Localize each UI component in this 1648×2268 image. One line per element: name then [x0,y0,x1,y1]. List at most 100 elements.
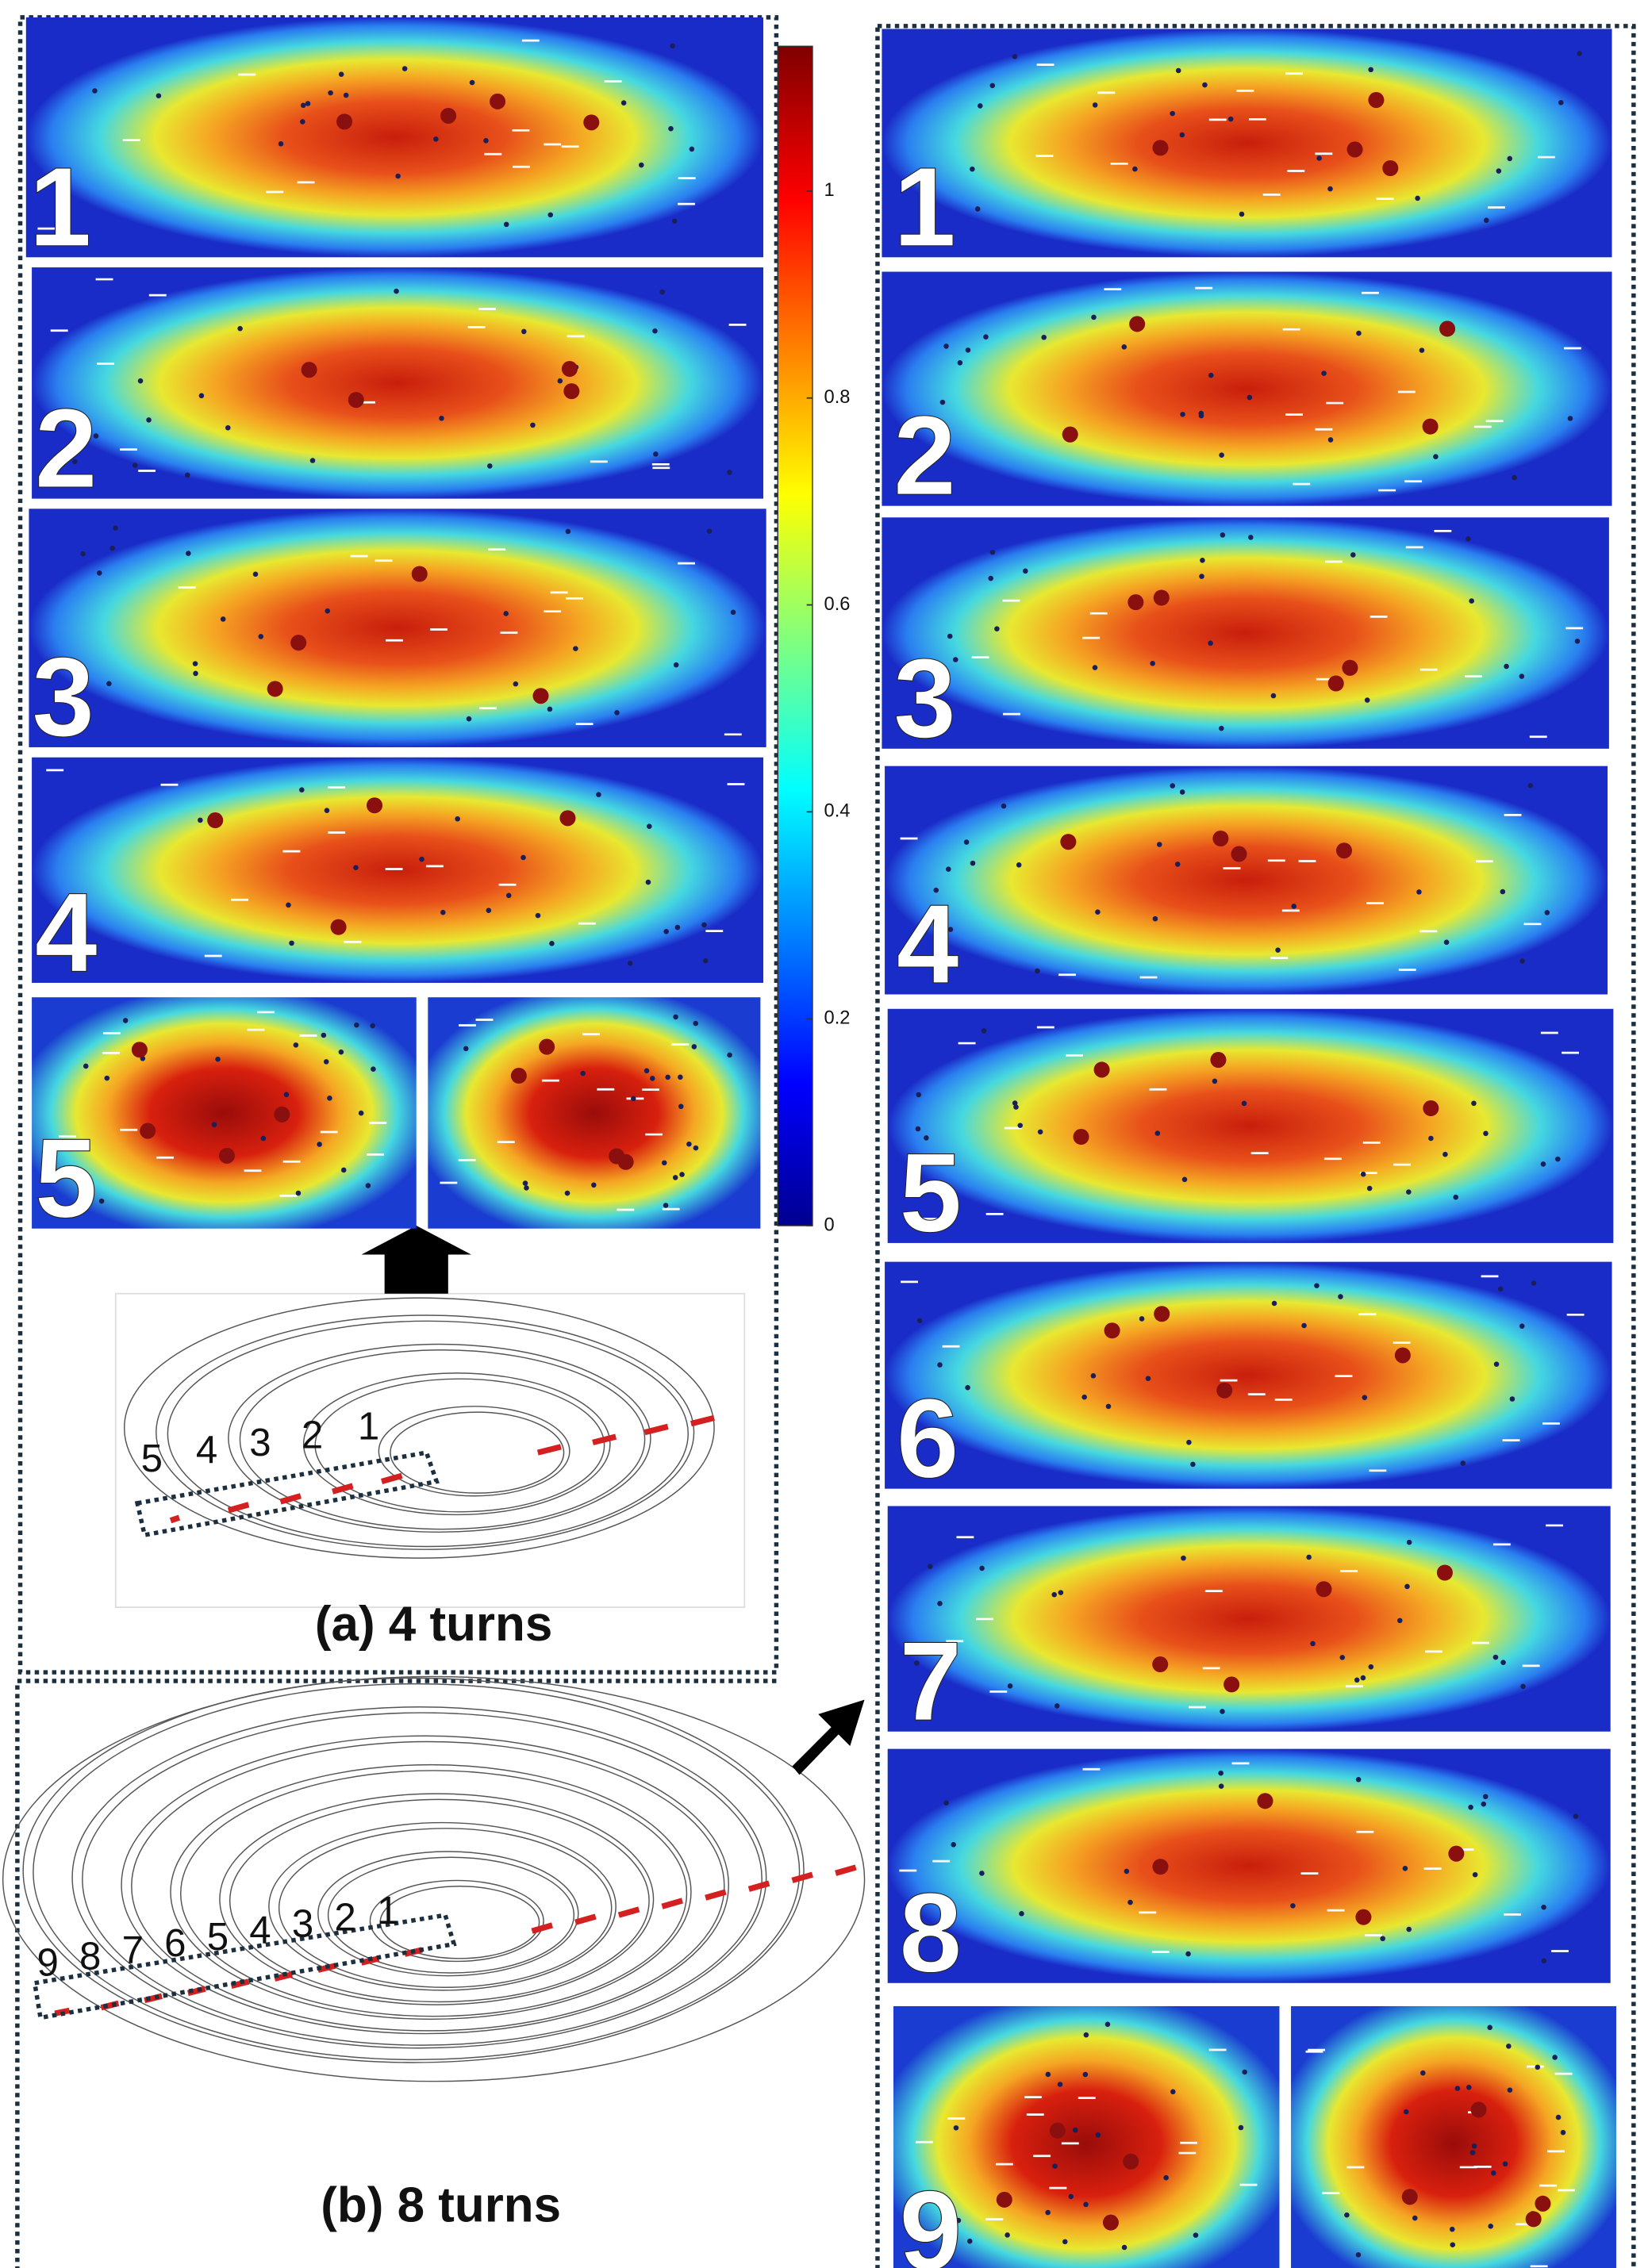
particle [1163,2174,1169,2181]
panel-label: 3 [893,635,956,762]
particle [1492,1654,1499,1660]
particle [433,136,439,142]
particle [401,66,408,71]
coil-label: 5 [141,1437,163,1480]
large-particle [290,635,307,651]
large-particle [1093,1061,1110,1078]
particle [1460,1460,1466,1466]
particle [1291,904,1297,909]
particle [1483,1130,1489,1137]
particle [1051,1591,1057,1598]
particle [1127,1899,1133,1905]
particle [978,103,983,109]
panel-label: 9 [899,2168,962,2268]
panel-label: 8 [899,1870,962,1996]
particle [1316,155,1322,161]
particle [237,325,243,332]
particle [122,1018,129,1023]
particle [979,1871,985,1876]
particle [1416,889,1422,895]
particle [614,710,620,716]
large-particle [1535,2195,1551,2212]
particle [370,1023,375,1029]
particle [1314,1283,1320,1289]
particle [1368,1664,1374,1670]
particle [1248,535,1254,540]
particle [1227,116,1234,122]
colorbar-tick-label: 1 [824,180,835,201]
particle [198,817,203,823]
large-particle [1423,1100,1439,1117]
particle [1487,2024,1492,2031]
particle [1541,1904,1546,1910]
particle [1560,2129,1566,2136]
particle [927,454,933,460]
particle [96,570,102,576]
large-particle [561,361,578,378]
particle [305,101,311,106]
particle [72,459,78,465]
particle [1091,314,1097,320]
particle [1082,2071,1089,2078]
large-particle [336,113,353,130]
particle [1058,1590,1064,1595]
particle [137,378,144,384]
large-particle [131,1042,148,1058]
particle [965,347,971,353]
particle [258,634,264,639]
large-particle [563,383,580,400]
particle [521,328,527,335]
particle [156,93,162,99]
particle [1339,1655,1346,1660]
particle [524,1185,529,1191]
large-particle [330,919,347,935]
coil-label: 4 [249,1909,271,1952]
heatmap [32,267,764,499]
heatmap [882,271,1612,506]
particle [1558,99,1564,106]
particle [947,633,953,639]
particle [1531,1280,1537,1286]
large-particle [532,688,549,704]
large-particle [274,1106,290,1122]
panel-label: 2 [35,386,98,512]
particle [1420,2070,1426,2076]
large-particle [1212,830,1229,847]
particle [974,206,981,212]
particle [1083,2201,1089,2208]
particle [1170,783,1176,789]
particle [1415,195,1420,201]
particle [963,839,970,845]
panel-label: 2 [893,393,956,519]
particle [1179,789,1185,795]
particle [1202,82,1208,88]
particle [1466,535,1471,542]
particle [989,83,996,89]
particle [951,1842,956,1848]
large-particle [1394,1347,1411,1364]
large-particle [1049,2122,1066,2139]
particle [1271,1300,1277,1307]
particle [1403,2109,1409,2115]
particle [663,929,669,934]
particle [638,162,644,168]
large-particle [1123,2153,1139,2170]
particle [547,706,553,712]
heatmap [887,1008,1614,1243]
particle [109,545,115,551]
particle [530,422,536,428]
particle [192,661,198,666]
particle [1541,1958,1547,1964]
panel-label: 1 [893,144,956,271]
particle [1150,661,1155,666]
colorbar-tick-label: 0.2 [824,1007,851,1028]
large-particle [1448,1845,1465,1862]
particle [1442,1151,1448,1157]
large-particle [1102,2214,1119,2231]
particle [1092,665,1098,670]
particle [1500,1660,1506,1665]
particle [947,927,954,932]
particle [693,1020,699,1027]
panel-label: 7 [899,1618,962,1744]
particle [513,681,519,687]
